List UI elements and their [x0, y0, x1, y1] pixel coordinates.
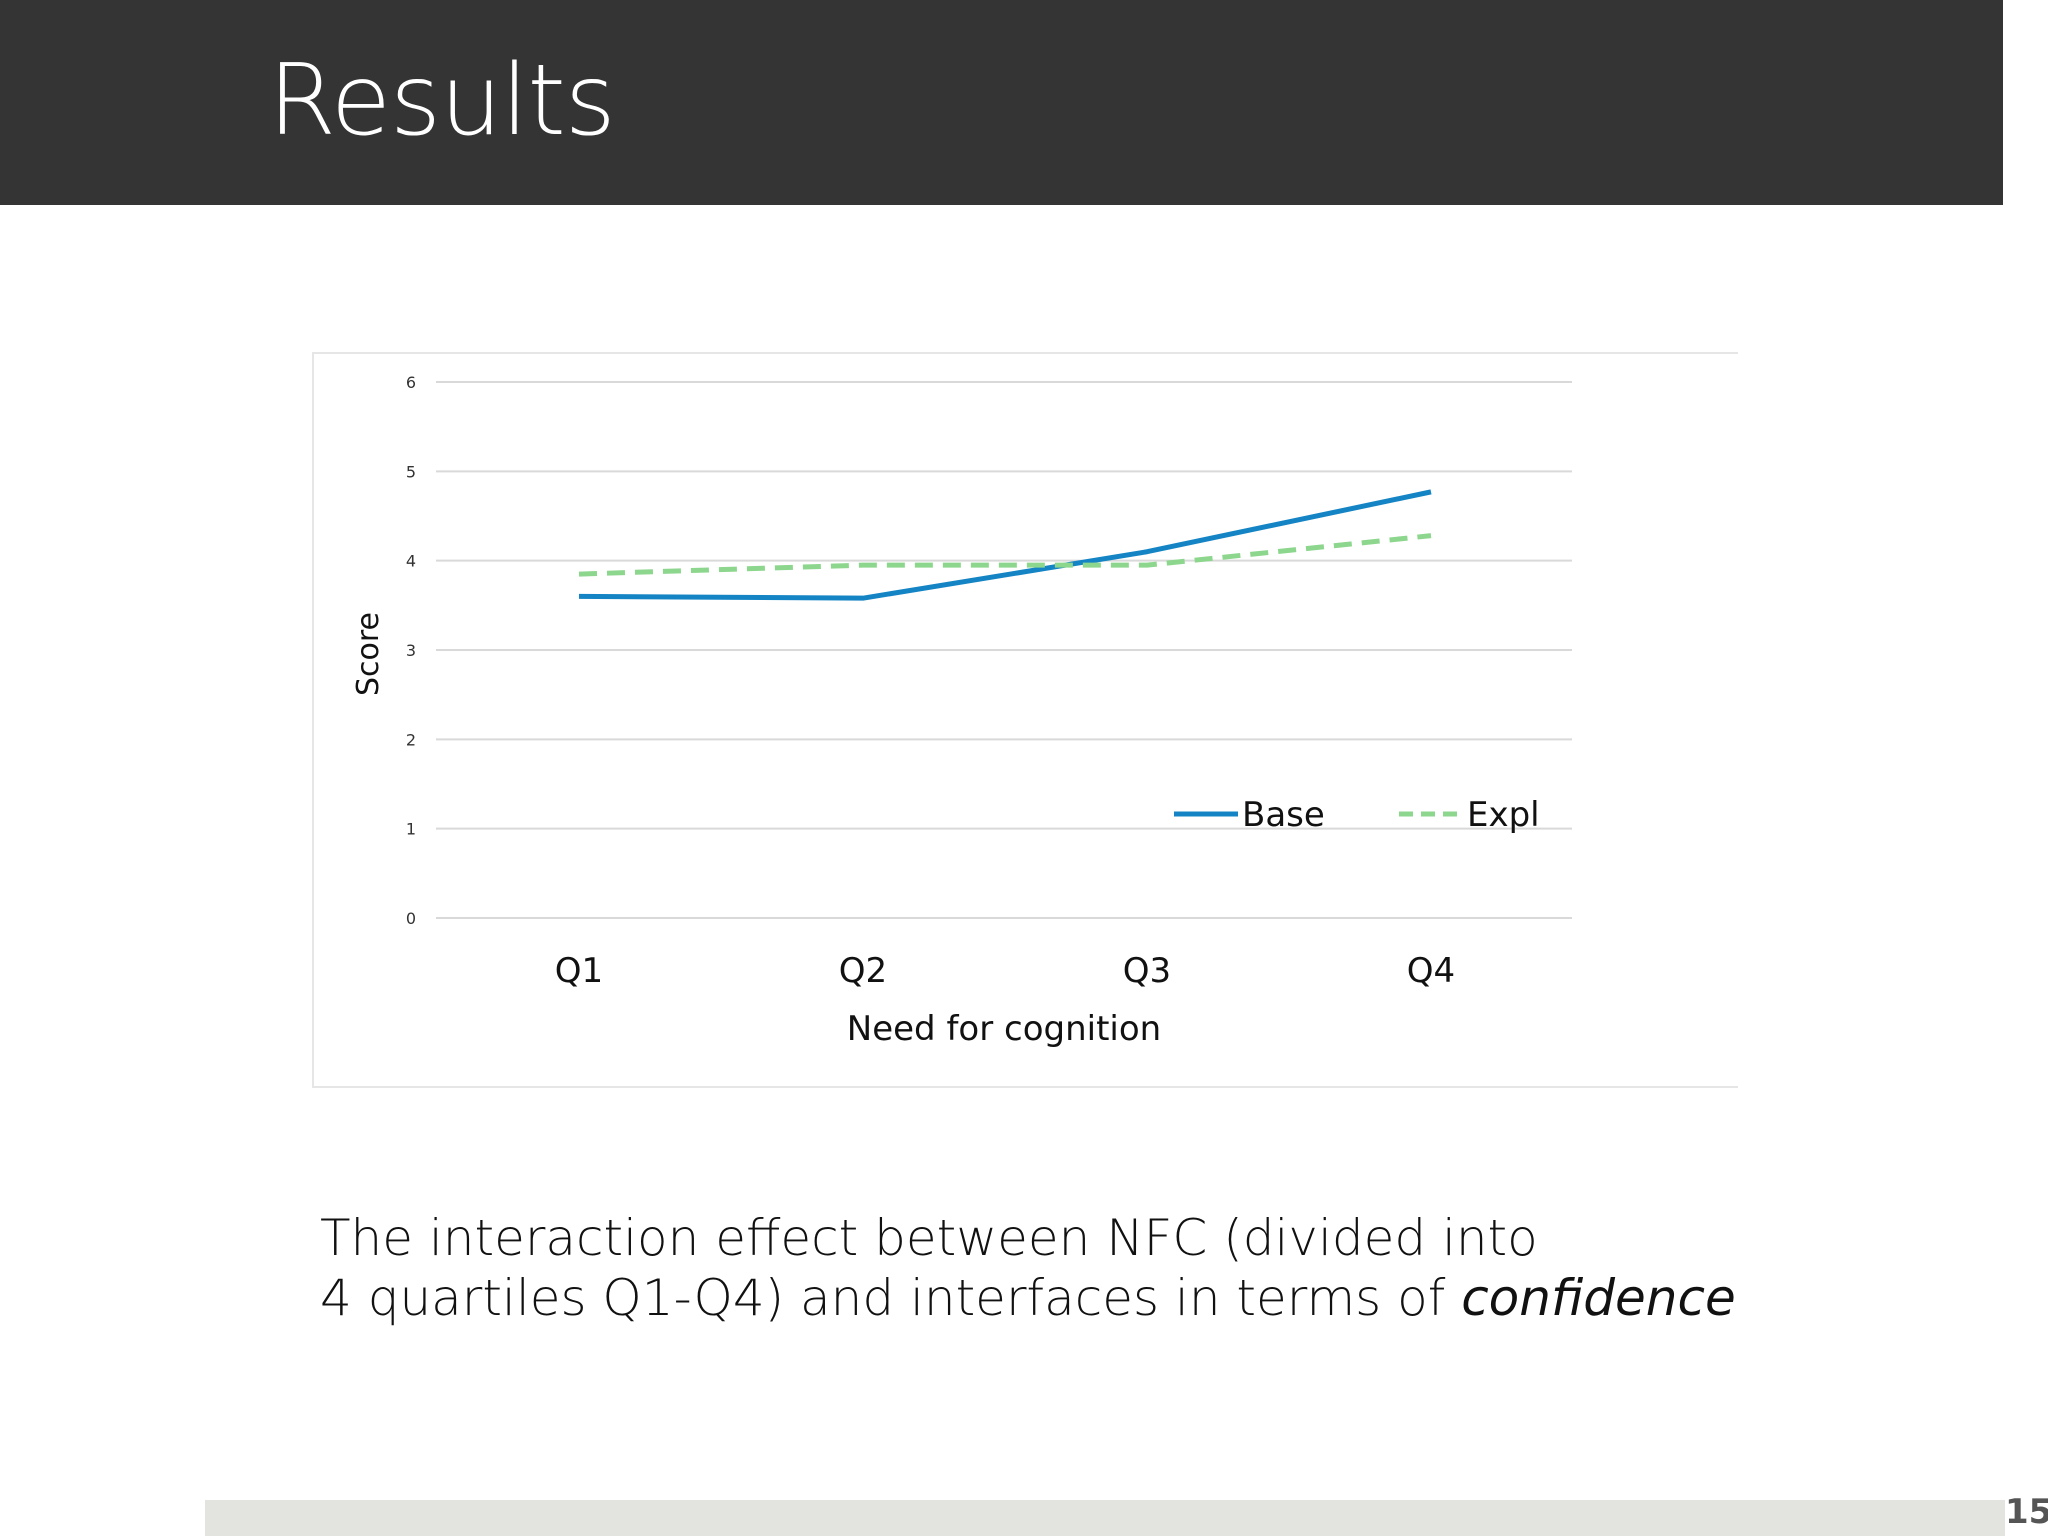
caption-emphasis: confidence — [1461, 1269, 1736, 1327]
y-tick-label: 3 — [406, 641, 416, 660]
series-line-base — [578, 489, 1432, 601]
x-tick-labels: Q1 Q2 Q3 Q4 — [555, 951, 1455, 991]
legend-label-expl: Expl — [1467, 795, 1540, 835]
series-lines — [578, 489, 1432, 601]
legend-label-base: Base — [1242, 795, 1325, 835]
y-tick-labels: 0 1 2 3 4 5 6 — [406, 373, 416, 928]
y-tick-label: 1 — [406, 820, 416, 839]
x-axis-label: Need for cognition — [847, 1009, 1161, 1049]
y-axis-label: Score — [351, 612, 386, 696]
x-tick-label: Q4 — [1407, 951, 1455, 991]
gridlines — [436, 381, 1572, 919]
y-tick-label: 6 — [406, 373, 416, 392]
y-tick-label: 4 — [406, 552, 416, 571]
page-number: 15 — [2005, 1492, 2048, 1532]
y-tick-label: 2 — [406, 730, 416, 749]
series-line-expl — [578, 533, 1432, 577]
x-tick-label: Q3 — [1123, 951, 1171, 991]
title-bar — [0, 0, 2003, 205]
line-chart: 0 1 2 3 4 5 6 Q1 Q2 Q3 Q4 Base Expl Score Need for… — [351, 373, 1572, 1049]
footer-bar — [205, 1500, 2005, 1536]
caption-line-2: 4 quartiles Q1-Q4) and interfaces in ter… — [320, 1269, 1462, 1327]
slide-title: Results — [268, 44, 616, 158]
caption-line-1: The interaction effect between NFC (divi… — [320, 1209, 1538, 1267]
legend: Base Expl — [1174, 795, 1540, 835]
x-tick-label: Q1 — [555, 951, 603, 991]
y-tick-label: 0 — [406, 909, 416, 928]
slide-caption: The interaction effect between NFC (divi… — [320, 1208, 1820, 1328]
x-tick-label: Q2 — [839, 951, 887, 991]
y-tick-label: 5 — [406, 462, 416, 481]
chart-frame: 0 1 2 3 4 5 6 Q1 Q2 Q3 Q4 Base Expl Score Need for… — [312, 352, 1738, 1088]
